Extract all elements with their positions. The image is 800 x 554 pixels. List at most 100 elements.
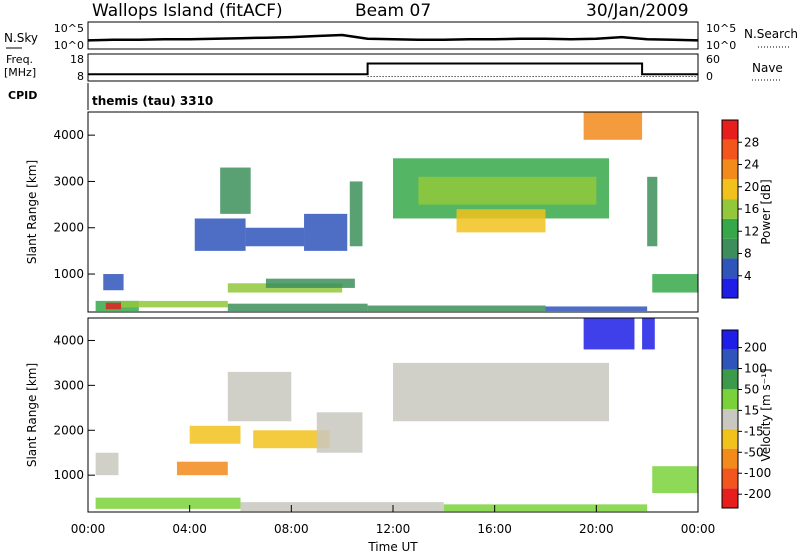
cpid-program: themis (tau) 3310 [92,94,213,108]
heatmap-cell [642,318,655,350]
velocity-ylabel: Slant Range [km] [25,363,39,467]
velocity-heatmap [95,318,698,512]
freq-trace [88,62,698,77]
noise-right-tick-bottom: 10^0 [706,39,736,52]
colorbar-swatch [722,179,738,200]
heatmap-cell [393,362,610,422]
colorbar-tick-label: 28 [744,135,759,149]
colorbar-swatch [722,389,738,410]
time-x-axis: 00:00 04:00 08:00 12:00 16:00 20:00 00:00 [71,505,715,536]
x-tick-label: 20:00 [579,522,614,536]
heatmap-cell [583,318,635,350]
colorbar-tick-label: -100 [744,466,771,480]
heatmap-cell [456,209,546,233]
x-tick-label: 08:00 [274,522,309,536]
colorbar-swatch [722,258,738,279]
power-heatmap [95,112,698,312]
heatmap-cell [95,452,119,476]
heatmap-cell [443,504,648,512]
y-tick-label: 2000 [53,423,84,437]
colorbar-swatch [722,120,738,140]
colorbar-swatch [722,330,738,350]
freq-right-tick-top: 60 [706,53,720,66]
noise-left-tick-top: 10^5 [54,22,84,35]
heatmap-cell [652,466,698,494]
colorbar-tick-label: 100 [744,362,767,376]
colorbar-tick-label: 200 [744,341,767,355]
cpid-label: CPID [8,89,37,102]
y-tick-label: 3000 [53,174,84,188]
heatmap-cell [105,302,122,310]
colorbar-swatch [722,369,738,390]
heatmap-cell [227,303,368,312]
heatmap-cell [189,425,241,444]
colorbar-tick-label: -50 [744,445,764,459]
colorbar-swatch [722,238,738,259]
y-tick-label: 4000 [53,128,84,142]
noise-panel-frame [87,21,699,50]
noise-sky-line [87,33,699,42]
station-title: Wallops Island (fitACF) [92,1,283,21]
x-axis-label: Time UT [367,540,418,554]
noise-left-tick-bottom: 10^0 [54,39,84,52]
colorbar-tick-label: 15 [744,403,759,417]
freq-left-label-1: Freq. [6,53,33,66]
y-tick-label: 4000 [53,333,84,347]
colorbar-tick-label: 12 [744,224,759,238]
colorbar-swatch [722,139,738,160]
freq-left-tick-bottom: 8 [77,70,84,83]
colorbar-tick-label: 4 [744,269,752,283]
heatmap-cell [304,213,348,251]
colorbar-swatch [722,428,738,449]
noise-trace [87,33,699,42]
y-tick-label: 1000 [53,267,84,281]
heatmap-cell [652,274,698,293]
heatmap-cell [265,278,355,288]
power-colorbar-label: Power [dB] [759,179,773,244]
heatmap-cell [95,497,241,509]
power-ylabel: Slant Range [km] [25,160,39,264]
heatmap-cell [647,176,658,247]
colorbar-swatch [722,159,738,180]
colorbar-swatch [722,218,738,239]
heatmap-cell [245,227,305,247]
heatmap-cell [253,430,330,449]
freq-panel-frame [87,53,699,82]
heatmap-cell [240,502,444,512]
freq-right-label: Nave [752,61,783,75]
y-tick-label: 3000 [53,378,84,392]
velocity-colorbar-label: Velocity [m s⁻¹] [759,368,773,461]
heatmap-cell [583,112,643,140]
velocity-colorbar: 200 100 50 15 -15 -50 -100 -200 [721,329,771,509]
noise-right-tick-top: 10^5 [706,22,736,35]
heatmap-cell [176,461,228,476]
colorbar-tick-label: 24 [744,158,759,172]
freq-right-tick-bottom: 0 [706,70,713,83]
heatmap-cell [418,176,597,205]
freq-left-tick-top: 18 [70,53,84,66]
date-title: 30/Jan/2009 [586,1,689,21]
colorbar-swatch [722,278,738,298]
y-tick-label: 2000 [53,221,84,235]
colorbar-tick-label: 20 [744,180,759,194]
heatmap-cell [220,167,251,214]
x-tick-label: 16:00 [477,522,512,536]
beam-title: Beam 07 [355,1,431,21]
heatmap-cell [121,300,228,308]
colorbar-swatch [722,448,738,469]
noise-right-label: N.Search [744,27,798,41]
colorbar-tick-label: 16 [744,202,759,216]
heatmap-cell [194,218,246,251]
y-tick-label: 1000 [53,468,84,482]
colorbar-tick-label: 50 [744,382,759,396]
power-colorbar: 28 24 20 16 12 8 4 [721,119,759,299]
x-tick-label: 12:00 [376,522,411,536]
freq-left-label-2: [MHz] [4,66,36,79]
noise-left-label: N.Sky [4,31,38,45]
power-y-axis: 4000 3000 2000 1000 [53,128,95,281]
power-panel-frame [87,111,699,313]
heatmap-cell [545,306,648,312]
heatmap-cell [349,181,363,247]
colorbar-tick-label: -15 [744,424,764,438]
